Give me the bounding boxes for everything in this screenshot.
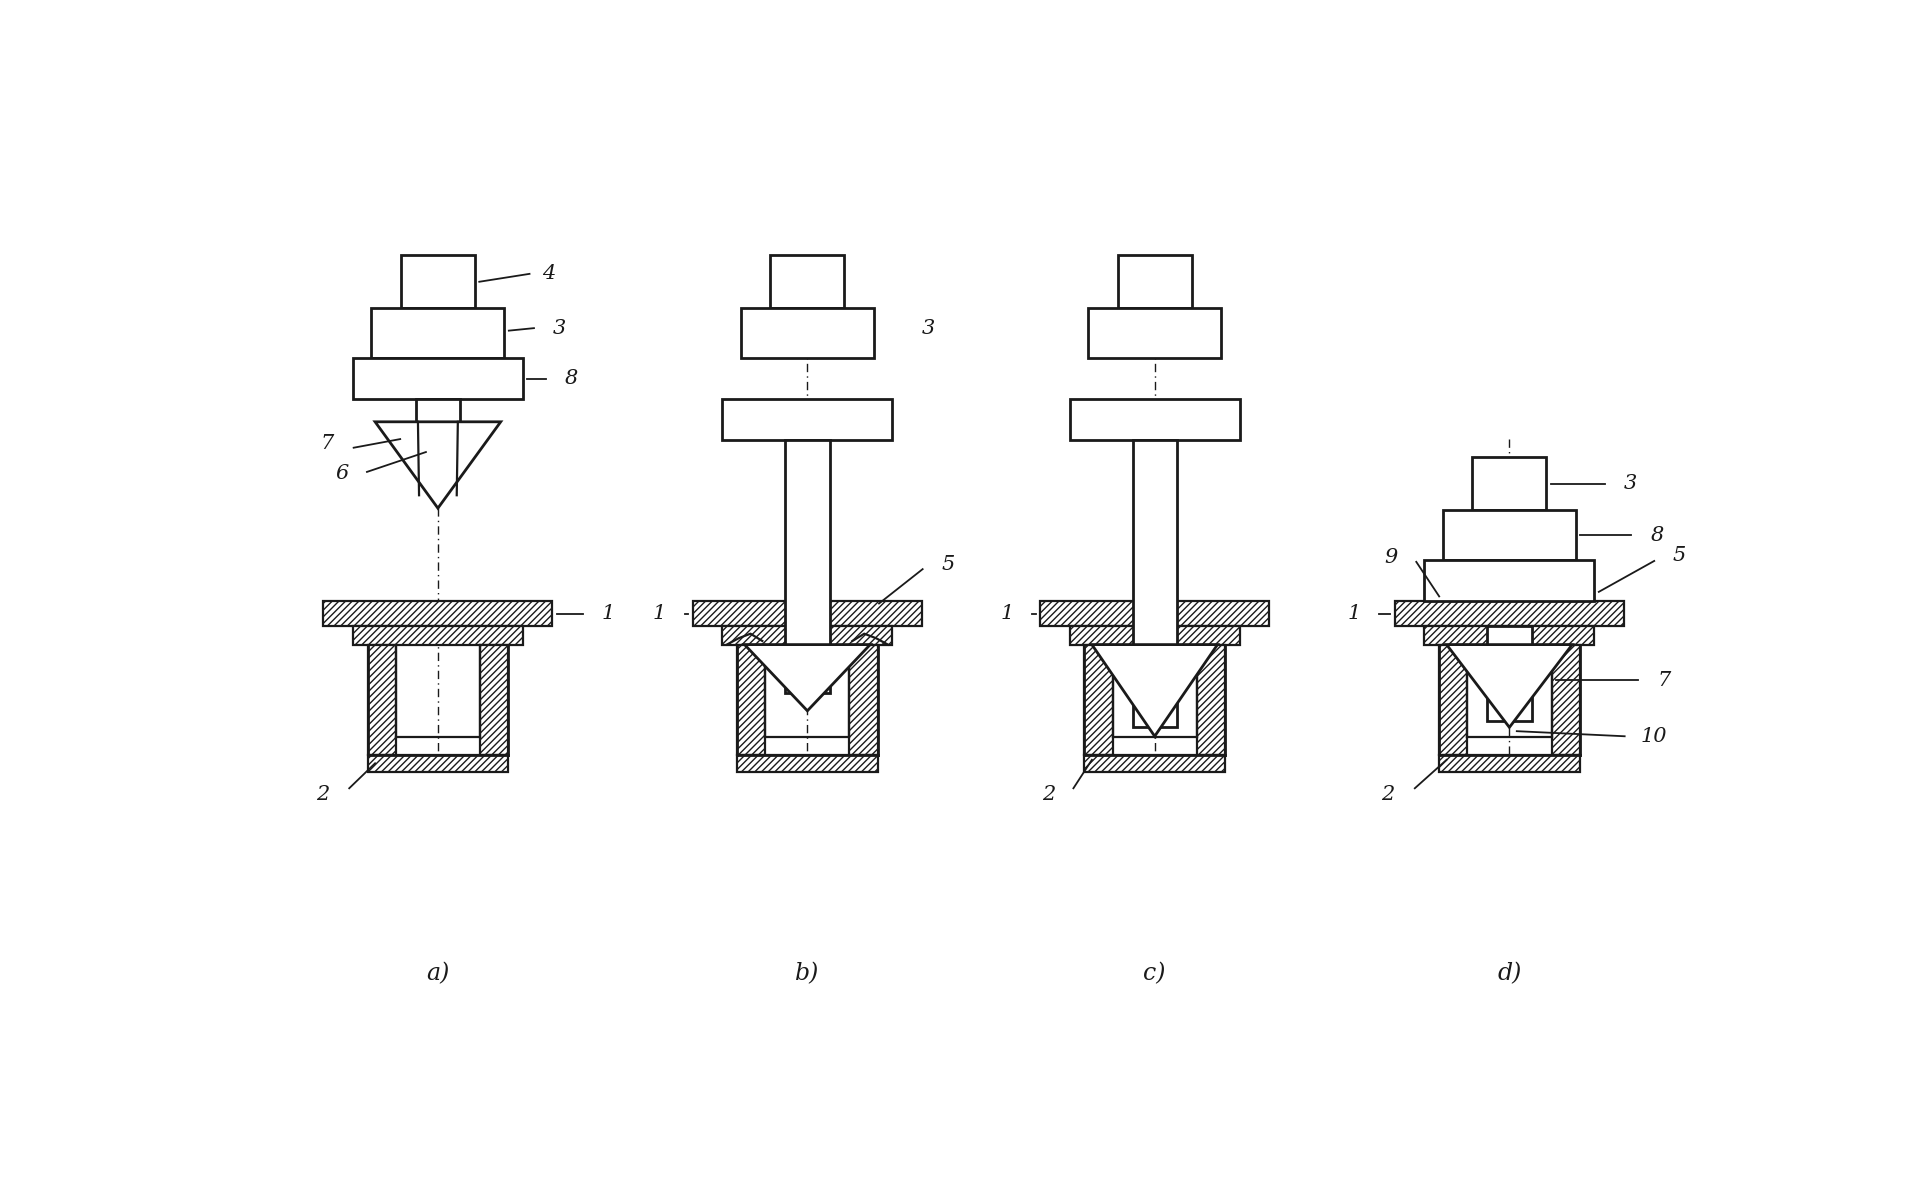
Polygon shape	[1447, 645, 1571, 727]
Text: 9: 9	[1384, 548, 1398, 567]
Bar	[324, 601, 553, 626]
Bar	[1472, 457, 1547, 510]
Text: d): d)	[1497, 963, 1522, 985]
Bar	[1198, 645, 1224, 755]
Text: 7: 7	[1657, 671, 1671, 690]
Bar	[1085, 755, 1224, 772]
Text: 7: 7	[320, 433, 334, 452]
Bar	[1118, 255, 1192, 308]
Bar	[723, 626, 892, 645]
Text: 3: 3	[553, 319, 566, 338]
Bar	[738, 645, 765, 755]
Text: b): b)	[795, 963, 820, 985]
Text: 1: 1	[1348, 605, 1362, 624]
Bar	[1039, 601, 1270, 626]
Text: 5: 5	[942, 555, 954, 574]
Text: 10: 10	[1642, 726, 1667, 745]
Bar	[416, 399, 460, 422]
Text: a): a)	[425, 963, 450, 985]
Bar	[849, 645, 877, 755]
Text: 3: 3	[921, 319, 934, 338]
Text: 2: 2	[1041, 785, 1055, 804]
Bar	[1487, 626, 1531, 720]
Bar	[1133, 441, 1177, 727]
Bar	[738, 755, 877, 772]
Bar	[353, 626, 523, 645]
Text: 6: 6	[336, 464, 349, 483]
Bar	[692, 601, 921, 626]
Text: 1: 1	[652, 605, 666, 624]
Bar	[368, 755, 507, 772]
Text: 1: 1	[601, 605, 614, 624]
Bar	[1070, 626, 1240, 645]
Bar	[372, 308, 503, 358]
Bar	[740, 308, 873, 358]
Bar	[1070, 399, 1240, 441]
Polygon shape	[1093, 645, 1217, 736]
Text: c): c)	[1144, 963, 1165, 985]
Bar	[1440, 645, 1466, 755]
Text: 1: 1	[1001, 605, 1013, 624]
Text: 2: 2	[317, 785, 330, 804]
Bar	[1425, 560, 1594, 601]
Bar	[1425, 626, 1594, 645]
Text: 2: 2	[1381, 785, 1394, 804]
Polygon shape	[376, 422, 502, 508]
Text: 3: 3	[1625, 474, 1638, 494]
Bar	[1089, 308, 1220, 358]
Bar	[723, 399, 892, 441]
Bar	[353, 358, 523, 399]
Bar	[1444, 510, 1575, 560]
Text: 8: 8	[1651, 526, 1663, 544]
Text: 4: 4	[542, 265, 555, 283]
Bar	[1394, 601, 1625, 626]
Bar	[481, 645, 507, 755]
Bar	[1440, 755, 1579, 772]
Bar	[786, 441, 830, 693]
Text: 5: 5	[1672, 546, 1686, 565]
Bar	[1552, 645, 1579, 755]
Bar	[770, 255, 845, 308]
Bar	[368, 645, 397, 755]
Bar	[1085, 645, 1112, 755]
Polygon shape	[744, 645, 870, 711]
Bar	[400, 255, 475, 308]
Text: 8: 8	[564, 370, 578, 389]
